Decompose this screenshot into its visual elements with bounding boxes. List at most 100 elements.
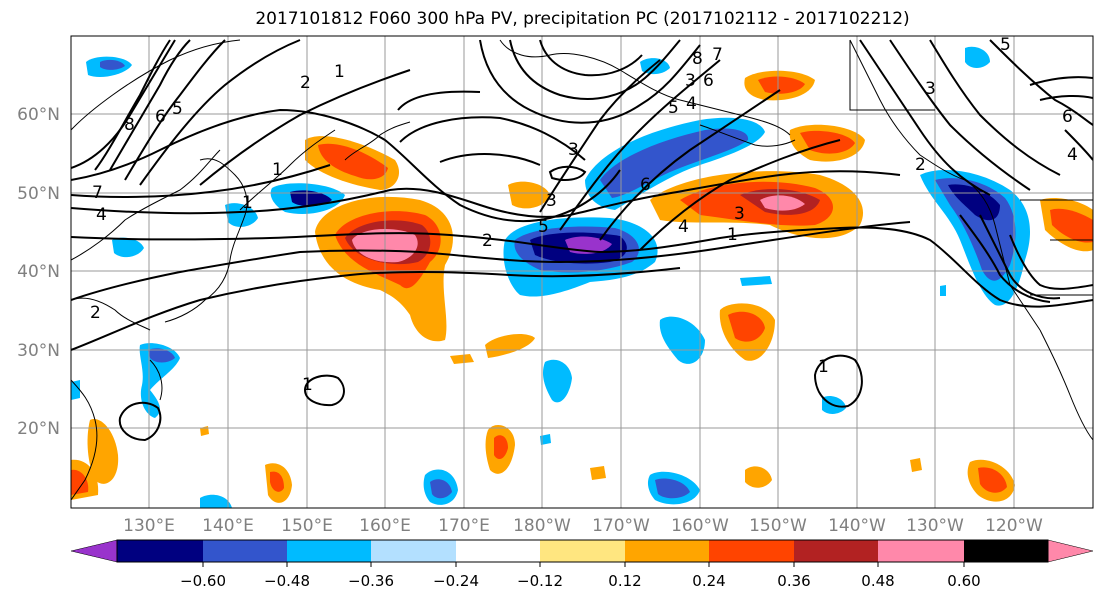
lon-label: 140°E — [202, 516, 254, 536]
lon-label: 160°W — [671, 516, 729, 536]
contour-label: 2 — [482, 231, 493, 251]
map-frame — [70, 35, 1094, 509]
contour-label: 3 — [685, 71, 696, 91]
precip-blob-negative — [139, 343, 180, 418]
longitude-labels: 130°E 140°E 150°E 160°E 170°E 180°W 170°… — [123, 516, 1043, 536]
precip-blob-negative — [71, 380, 80, 400]
contour-label: 1 — [818, 357, 829, 377]
contour-label: 6 — [640, 175, 651, 195]
colorbar-tick-label: −0.12 — [517, 572, 563, 590]
contour-label: 3 — [925, 79, 936, 99]
precip-blob-positive — [728, 311, 765, 342]
precip-blob-negative — [225, 203, 258, 227]
colorbar-segment — [709, 540, 794, 562]
precip-blob-negative — [430, 479, 452, 499]
precip-blob-positive — [270, 471, 284, 492]
contour-label: 1 — [302, 375, 313, 395]
precip-blob-negative — [659, 316, 705, 364]
colorbar-segment — [456, 540, 540, 562]
precip-blob-negative — [740, 276, 772, 286]
colorbar-ticks — [202, 562, 965, 567]
precip-blob-negative — [100, 59, 125, 70]
contour-label: 8 — [692, 49, 703, 69]
contour-label: 6 — [1062, 107, 1073, 127]
precip-blob-negative — [148, 348, 175, 363]
precip-blob-positive — [745, 466, 772, 488]
colorbar-tick-label: 0.48 — [861, 572, 894, 590]
lat-label: 30°N — [17, 341, 60, 361]
contour-label: 1 — [272, 160, 283, 180]
precip-blob-positive — [508, 181, 550, 209]
colorbar-tick-label: −0.24 — [433, 572, 479, 590]
coastlines — [71, 39, 1093, 501]
colorbar-segment — [540, 540, 625, 562]
contour-label: 2 — [915, 155, 926, 175]
colorbar-tick-label: −0.48 — [264, 572, 310, 590]
precip-blob-negative — [965, 46, 990, 68]
colorbar: −0.60 −0.48 −0.36 −0.24 −0.12 0.12 0.24 … — [70, 539, 1094, 590]
precip-blob-negative — [940, 285, 946, 296]
lon-label: 150°E — [281, 516, 333, 536]
colorbar-tick-label: 0.36 — [777, 572, 810, 590]
colorbar-segment — [117, 540, 203, 562]
contour-label: 8 — [124, 115, 135, 135]
lon-label: 120°W — [985, 516, 1043, 536]
precip-blob-negative — [655, 478, 690, 499]
contour-label: 1 — [334, 62, 345, 82]
lon-label: 150°W — [749, 516, 807, 536]
colorbar-segment — [794, 540, 878, 562]
contour-label: 5 — [668, 98, 679, 118]
precip-blob-negative — [540, 434, 551, 445]
colorbar-tick-label: −0.60 — [180, 572, 226, 590]
colorbar-tick-label: −0.36 — [348, 572, 394, 590]
contour-label: 3 — [734, 204, 745, 224]
colorbar-tick-label: 0.24 — [692, 572, 725, 590]
precip-blob-positive — [910, 458, 922, 472]
contour-label: 5 — [172, 99, 183, 119]
precip-blob-positive — [760, 195, 805, 211]
precip-blob-positive — [758, 76, 805, 94]
lon-label: 170°W — [592, 516, 650, 536]
precip-blob-positive — [318, 143, 388, 180]
pv-contours — [71, 39, 1093, 442]
lat-label: 20°N — [17, 419, 60, 439]
contour-label: 2 — [300, 73, 311, 93]
contour-label: 5 — [1000, 35, 1011, 55]
contour-label: 4 — [678, 217, 689, 237]
contour-label: 7 — [712, 45, 723, 65]
colorbar-arrow-left — [70, 539, 118, 563]
precip-blob-positive — [494, 435, 508, 460]
lon-label: 170°E — [438, 516, 490, 536]
precip-blob-positive — [590, 466, 606, 480]
contour-label: 5 — [538, 217, 549, 237]
graticule — [71, 36, 1093, 508]
colorbar-segment — [203, 540, 287, 562]
contour-label: 1 — [242, 193, 253, 213]
colorbar-tick-label: 0.60 — [947, 572, 980, 590]
lon-label: 130°E — [123, 516, 175, 536]
colorbar-segment — [878, 540, 964, 562]
precip-blob-negative — [290, 190, 332, 207]
precip-blob-positive — [87, 419, 119, 484]
colorbar-segment — [625, 540, 709, 562]
colorbar-outline — [116, 539, 1049, 563]
contour-label: 4 — [686, 94, 697, 114]
lon-label: 180°W — [513, 516, 571, 536]
contour-labels: 1 2 1 8 6 5 7 4 1 2 7 8 3 6 5 4 3 3 5 2 … — [90, 35, 1078, 395]
colorbar-segment — [371, 540, 456, 562]
contour-label: 1 — [727, 225, 738, 245]
colorbar-tick-label: 0.12 — [608, 572, 641, 590]
contour-label: 6 — [155, 107, 166, 127]
colorbar-segment — [964, 540, 1048, 562]
contour-label: 2 — [90, 303, 101, 323]
lon-label: 140°W — [828, 516, 886, 536]
lat-label: 50°N — [17, 184, 60, 204]
lat-label: 60°N — [17, 105, 60, 125]
precip-blob-negative — [200, 494, 232, 508]
lon-label: 160°E — [359, 516, 411, 536]
contour-label: 6 — [703, 71, 714, 91]
colorbar-arrow-right — [1047, 539, 1094, 563]
contour-label: 4 — [96, 205, 107, 225]
precip-blob-positive — [485, 334, 535, 358]
